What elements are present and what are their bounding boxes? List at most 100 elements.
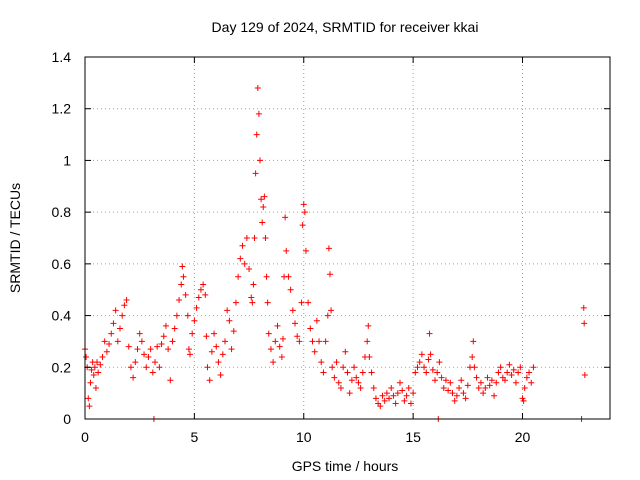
data-point bbox=[145, 353, 152, 360]
data-point bbox=[276, 343, 283, 350]
data-point bbox=[143, 364, 150, 371]
data-point bbox=[108, 330, 115, 337]
data-point bbox=[325, 245, 332, 252]
data-point bbox=[92, 384, 99, 391]
data-point bbox=[243, 235, 250, 241]
data-point bbox=[440, 384, 447, 391]
data-point bbox=[359, 369, 366, 376]
data-point bbox=[386, 395, 393, 402]
data-point bbox=[320, 369, 327, 376]
data-point bbox=[257, 157, 263, 164]
data-point bbox=[294, 333, 301, 340]
data-point bbox=[235, 273, 242, 280]
data-point bbox=[206, 377, 213, 384]
data-point bbox=[138, 338, 145, 345]
data-point bbox=[232, 299, 239, 306]
data-point bbox=[289, 307, 296, 314]
data-point bbox=[327, 271, 333, 278]
data-point bbox=[147, 346, 154, 353]
data-point bbox=[309, 338, 316, 345]
data-point bbox=[471, 364, 478, 371]
data-point bbox=[348, 377, 355, 384]
data-point bbox=[132, 359, 139, 366]
data-point bbox=[213, 343, 220, 350]
data-point bbox=[270, 359, 277, 366]
data-point bbox=[246, 266, 253, 273]
data-point bbox=[502, 377, 508, 384]
data-point bbox=[381, 397, 388, 404]
data-point bbox=[87, 379, 94, 386]
data-point bbox=[426, 330, 433, 337]
data-point bbox=[278, 353, 285, 360]
data-point bbox=[200, 281, 207, 288]
data-point bbox=[215, 359, 222, 366]
data-point bbox=[508, 372, 515, 379]
data-point bbox=[239, 242, 246, 249]
data-point bbox=[307, 325, 314, 332]
data-point bbox=[495, 369, 502, 376]
data-point bbox=[254, 85, 261, 92]
data-point bbox=[510, 366, 517, 373]
data-point bbox=[287, 286, 294, 293]
data-point bbox=[528, 379, 535, 386]
data-point bbox=[397, 379, 403, 386]
data-point bbox=[258, 196, 265, 203]
data-point bbox=[162, 322, 169, 329]
data-point bbox=[261, 193, 268, 200]
data-point bbox=[283, 247, 290, 254]
y-tick-label: 0.8 bbox=[52, 204, 72, 220]
data-point bbox=[298, 299, 305, 306]
data-point bbox=[253, 131, 260, 138]
data-point bbox=[464, 382, 471, 389]
data-point bbox=[512, 379, 519, 386]
data-point bbox=[103, 348, 110, 355]
data-point bbox=[333, 359, 340, 366]
x-tick-label: 5 bbox=[190, 429, 198, 445]
data-point bbox=[449, 390, 456, 397]
data-point bbox=[364, 338, 371, 345]
data-point bbox=[252, 170, 259, 177]
data-point bbox=[370, 384, 377, 391]
data-point bbox=[399, 387, 406, 394]
data-point bbox=[504, 369, 511, 376]
data-point bbox=[355, 379, 362, 386]
data-point bbox=[337, 384, 344, 391]
data-point bbox=[193, 304, 200, 311]
data-point bbox=[262, 235, 269, 241]
data-point bbox=[316, 338, 323, 345]
data-point bbox=[580, 304, 587, 311]
data-point bbox=[134, 346, 141, 353]
data-point bbox=[99, 353, 106, 360]
data-point bbox=[340, 364, 347, 371]
data-point bbox=[282, 214, 289, 221]
data-point bbox=[477, 379, 484, 386]
data-point bbox=[324, 312, 331, 319]
data-point bbox=[90, 372, 97, 379]
data-point bbox=[110, 320, 117, 327]
data-point bbox=[523, 374, 530, 381]
data-point bbox=[335, 379, 342, 386]
data-point bbox=[436, 359, 443, 366]
data-point bbox=[202, 291, 209, 298]
data-point bbox=[117, 325, 123, 332]
data-point bbox=[101, 338, 108, 345]
data-point bbox=[377, 403, 384, 410]
data-point bbox=[366, 353, 373, 360]
data-point bbox=[125, 343, 132, 350]
data-point bbox=[121, 302, 128, 309]
data-point bbox=[480, 390, 487, 397]
data-point bbox=[259, 219, 266, 226]
data-point bbox=[322, 338, 329, 345]
data-point bbox=[222, 338, 228, 345]
data-point bbox=[318, 359, 325, 366]
y-tick-label: 0.4 bbox=[52, 308, 72, 324]
data-point bbox=[123, 297, 130, 304]
data-point bbox=[405, 384, 412, 391]
y-tick-label: 1 bbox=[63, 152, 71, 168]
data-point bbox=[581, 372, 588, 379]
data-point bbox=[171, 325, 178, 332]
data-point bbox=[204, 364, 211, 371]
y-tick-label: 0.6 bbox=[52, 256, 72, 272]
data-point bbox=[368, 369, 375, 376]
data-point bbox=[251, 235, 258, 241]
